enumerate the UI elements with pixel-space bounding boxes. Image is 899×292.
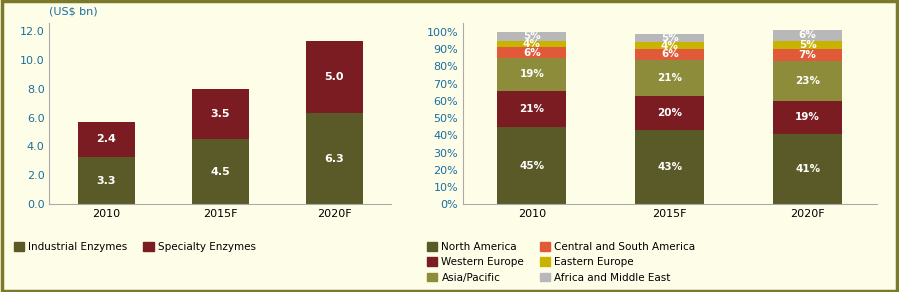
- Text: 7%: 7%: [798, 50, 816, 60]
- Text: 6%: 6%: [523, 48, 541, 58]
- Bar: [773, 61, 842, 101]
- Bar: [636, 34, 704, 42]
- Text: 5.0: 5.0: [325, 72, 344, 82]
- Text: 6.3: 6.3: [325, 154, 344, 164]
- Text: 5%: 5%: [798, 40, 816, 50]
- Text: 3.3: 3.3: [96, 175, 116, 185]
- Bar: [773, 41, 842, 49]
- Bar: [306, 113, 362, 204]
- Bar: [497, 41, 566, 48]
- Bar: [78, 157, 135, 204]
- Bar: [497, 58, 566, 91]
- Text: 19%: 19%: [795, 112, 820, 122]
- Bar: [306, 41, 362, 113]
- Bar: [78, 122, 135, 157]
- Text: 4%: 4%: [661, 41, 679, 51]
- Bar: [636, 96, 704, 130]
- Legend: Industrial Enzymes, Specialty Enzymes: Industrial Enzymes, Specialty Enzymes: [13, 242, 255, 252]
- Text: 43%: 43%: [657, 162, 682, 172]
- Bar: [773, 30, 842, 41]
- Text: 6%: 6%: [661, 49, 679, 59]
- Text: 4%: 4%: [523, 39, 541, 49]
- Bar: [773, 101, 842, 134]
- Bar: [636, 60, 704, 96]
- Bar: [191, 88, 249, 139]
- Text: 23%: 23%: [795, 76, 820, 86]
- Bar: [497, 32, 566, 41]
- Bar: [636, 49, 704, 60]
- Bar: [773, 49, 842, 61]
- Text: 6%: 6%: [798, 30, 816, 40]
- Text: 41%: 41%: [795, 164, 820, 174]
- Text: 19%: 19%: [520, 69, 545, 79]
- Text: 5%: 5%: [661, 33, 679, 43]
- Bar: [497, 48, 566, 58]
- Text: 21%: 21%: [520, 104, 545, 114]
- Bar: [497, 91, 566, 127]
- Text: 3.5: 3.5: [210, 109, 230, 119]
- Text: 20%: 20%: [657, 108, 682, 118]
- Legend: North America, Western Europe, Asia/Pacific, Central and South America, Eastern : North America, Western Europe, Asia/Paci…: [427, 242, 696, 283]
- Text: 21%: 21%: [657, 73, 682, 83]
- Bar: [636, 130, 704, 204]
- Text: (US$ bn): (US$ bn): [49, 6, 98, 16]
- Text: 5%: 5%: [523, 31, 541, 41]
- Text: 4.5: 4.5: [210, 167, 230, 177]
- Text: 45%: 45%: [520, 161, 545, 171]
- Bar: [636, 42, 704, 49]
- Bar: [773, 134, 842, 204]
- Bar: [497, 127, 566, 204]
- Text: 2.4: 2.4: [96, 134, 116, 144]
- Bar: [191, 139, 249, 204]
